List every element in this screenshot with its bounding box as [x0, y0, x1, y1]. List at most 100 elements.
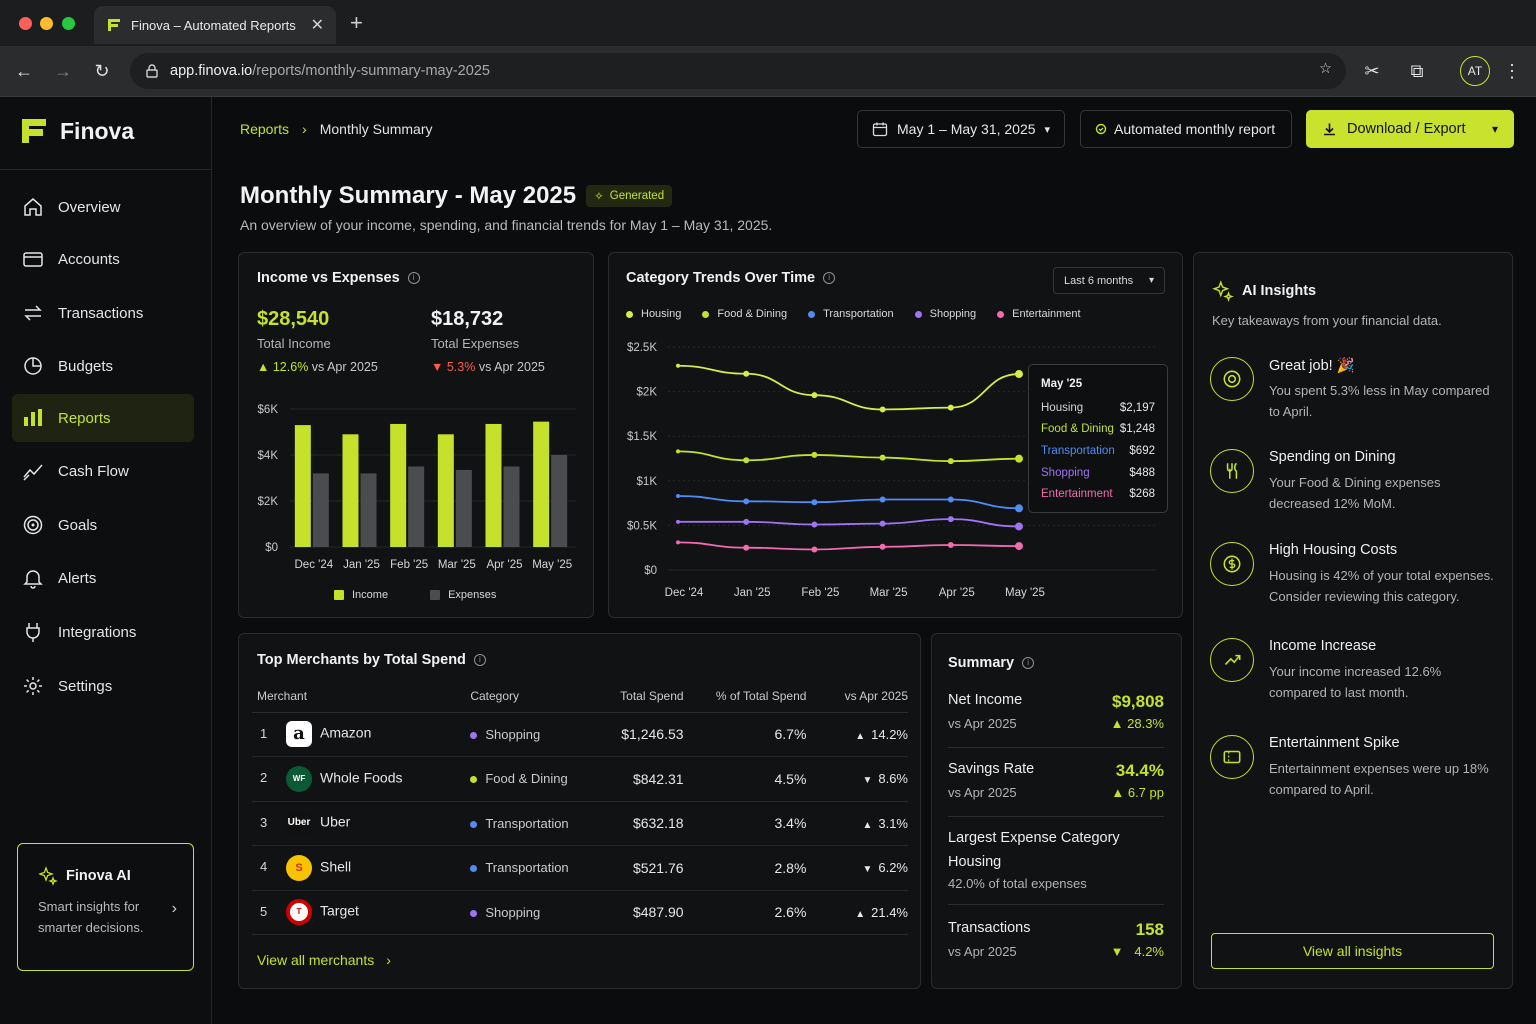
- bar-expenses[interactable]: [455, 469, 472, 547]
- bar-income[interactable]: [294, 425, 311, 547]
- sidebar-item-cash-flow[interactable]: Cash Flow: [12, 447, 194, 495]
- info-icon[interactable]: i: [407, 272, 420, 284]
- browser-menu-icon[interactable]: ⋮: [1503, 61, 1521, 81]
- view-all-merchants-link[interactable]: View all merchants ›: [257, 952, 391, 968]
- data-point[interactable]: [1015, 504, 1023, 513]
- range-select[interactable]: Last 6 months ▾: [1053, 267, 1165, 294]
- finova-ai-card[interactable]: Finova AI Smart insights for smarter dec…: [17, 843, 194, 971]
- data-point[interactable]: [811, 499, 818, 506]
- data-point[interactable]: [879, 520, 886, 527]
- tab-close-icon[interactable]: ✕: [310, 17, 324, 34]
- data-point[interactable]: [947, 404, 954, 411]
- data-point[interactable]: [879, 543, 886, 550]
- data-point[interactable]: [676, 493, 680, 498]
- column-header[interactable]: Total Spend: [582, 680, 684, 713]
- data-point[interactable]: [947, 458, 954, 465]
- data-point[interactable]: [879, 496, 886, 503]
- bar-expenses[interactable]: [312, 473, 329, 547]
- data-point[interactable]: [1015, 454, 1023, 463]
- data-point[interactable]: [811, 521, 818, 528]
- data-point[interactable]: [1015, 542, 1023, 551]
- data-point[interactable]: [879, 406, 886, 413]
- bar-expenses[interactable]: [408, 466, 425, 548]
- bar-expenses[interactable]: [360, 473, 377, 547]
- forward-icon[interactable]: →: [54, 61, 72, 81]
- legend-item[interactable]: Entertainment: [997, 308, 1081, 320]
- sidepanel-icon[interactable]: ⧉: [1410, 61, 1424, 81]
- column-header[interactable]: vs Apr 2025: [806, 680, 908, 713]
- data-point[interactable]: [676, 363, 680, 368]
- data-point[interactable]: [743, 498, 750, 505]
- data-point[interactable]: [676, 449, 680, 454]
- series-line-transportation[interactable]: [677, 495, 1020, 510]
- bar-income[interactable]: [437, 434, 454, 547]
- data-point[interactable]: [811, 392, 818, 399]
- data-point[interactable]: [1015, 370, 1023, 379]
- data-point[interactable]: [743, 518, 750, 525]
- series-line-food-dining[interactable]: [677, 450, 1020, 463]
- sidebar-item-alerts[interactable]: Alerts: [12, 554, 194, 602]
- sidebar-item-settings[interactable]: Settings: [12, 662, 194, 710]
- sidebar-item-overview[interactable]: Overview: [12, 183, 194, 231]
- extensions-icon[interactable]: ✂: [1364, 61, 1380, 81]
- close-window-button[interactable]: [19, 17, 32, 30]
- sidebar-item-transactions[interactable]: Transactions: [12, 289, 194, 337]
- download-export-button[interactable]: Download / Export ▾: [1306, 110, 1514, 148]
- legend-item[interactable]: Transportation: [808, 308, 894, 320]
- breadcrumb-reports[interactable]: Reports: [240, 121, 290, 137]
- bar-income[interactable]: [390, 423, 407, 547]
- column-header[interactable]: Merchant: [252, 680, 471, 713]
- data-point[interactable]: [947, 516, 954, 523]
- browser-tab[interactable]: Finova – Automated Reports ✕: [94, 6, 336, 44]
- maximize-window-button[interactable]: [62, 17, 75, 30]
- bar-expenses[interactable]: [503, 466, 520, 548]
- legend-item[interactable]: Shopping: [914, 308, 976, 320]
- data-point[interactable]: [676, 540, 680, 545]
- sidebar-item-integrations[interactable]: Integrations: [12, 608, 194, 656]
- series-line-entertainment[interactable]: [677, 541, 1020, 551]
- series-line-housing[interactable]: [677, 364, 1020, 411]
- legend-item[interactable]: Housing: [626, 308, 681, 320]
- data-point[interactable]: [743, 544, 750, 551]
- data-point[interactable]: [947, 496, 954, 503]
- data-point[interactable]: [676, 519, 680, 524]
- bookmark-star-icon[interactable]: ☆: [1319, 61, 1332, 77]
- info-icon[interactable]: i: [473, 654, 486, 666]
- info-icon[interactable]: i: [1022, 657, 1035, 669]
- address-bar[interactable]: app.finova.io/reports/monthly-summary-ma…: [130, 53, 1346, 89]
- data-point[interactable]: [743, 370, 750, 377]
- legend-item[interactable]: Food & Dining: [702, 308, 787, 320]
- bar-income[interactable]: [485, 423, 502, 547]
- sidebar-item-reports[interactable]: Reports: [12, 394, 194, 442]
- data-point[interactable]: [1015, 522, 1023, 531]
- sidebar-item-accounts[interactable]: Accounts: [12, 235, 194, 283]
- brand[interactable]: Finova: [18, 115, 134, 147]
- automated-report-button[interactable]: Automated monthly report: [1080, 110, 1292, 148]
- date-range-picker[interactable]: May 1 – May 31, 2025 ▾: [857, 110, 1065, 148]
- reload-icon[interactable]: ↻: [94, 61, 110, 81]
- table-row[interactable]: 5 T Target Shopping $487.90 2.6% ▲ 21.4%: [252, 890, 908, 935]
- bar-expenses[interactable]: [551, 455, 568, 547]
- table-row[interactable]: 1 a Amazon Shopping $1,246.53 6.7% ▲ 14.2%: [252, 712, 908, 757]
- data-point[interactable]: [811, 546, 818, 553]
- column-header[interactable]: Category: [470, 680, 583, 713]
- data-point[interactable]: [947, 542, 954, 549]
- sidebar-item-goals[interactable]: Goals: [12, 501, 194, 549]
- column-header[interactable]: % of Total Spend: [683, 680, 807, 713]
- info-icon[interactable]: i: [823, 272, 836, 284]
- profile-avatar[interactable]: AT: [1460, 56, 1490, 86]
- new-tab-button[interactable]: +: [350, 10, 363, 35]
- bar-income[interactable]: [533, 421, 550, 547]
- bar-income[interactable]: [342, 434, 359, 547]
- view-all-insights-button[interactable]: View all insights: [1211, 933, 1494, 969]
- table-row[interactable]: 4 S Shell Transportation $521.76 2.8% ▼ 6.2%: [252, 845, 908, 891]
- table-row[interactable]: 2 WF Whole Foods Food & Dining $842.31 4.5% ▼ 8…: [252, 756, 908, 802]
- sidebar-item-budgets[interactable]: Budgets: [12, 342, 194, 390]
- minimize-window-button[interactable]: [40, 17, 53, 30]
- data-point[interactable]: [743, 457, 750, 464]
- series-line-shopping[interactable]: [678, 518, 1020, 528]
- back-icon[interactable]: ←: [15, 61, 33, 81]
- table-row[interactable]: 3 Uber Uber Transportation $632.18 3.4% ▲ 3.1%: [252, 801, 908, 846]
- data-point[interactable]: [811, 451, 818, 458]
- data-point[interactable]: [879, 454, 886, 461]
